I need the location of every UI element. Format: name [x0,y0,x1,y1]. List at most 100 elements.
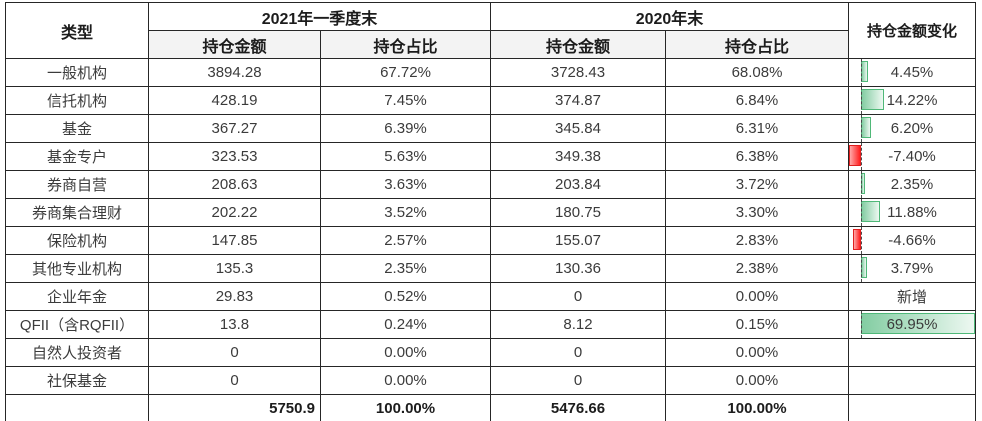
table-row: 其他专业机构 135.3 2.35% 130.36 2.38% 3.79% [5,254,976,283]
change-value-text: 69.95% [886,316,938,333]
change-cell: 14.22% [848,86,976,115]
ratio-2021-cell: 0.00% [320,366,491,395]
change-cell [848,366,976,395]
amount-2020-cell: 8.12 [490,310,666,339]
amount-2021-cell: 208.63 [148,170,321,199]
holdings-table: 类型 2021年一季度末 2020年末 持仓金额变化 持仓金额 持仓占比 持仓金… [5,2,976,421]
total-change [848,394,976,421]
databar-negative [853,229,862,250]
ratio-2020-cell: 0.15% [665,310,849,339]
amount-2020-cell: 3728.43 [490,58,666,87]
ratio-2021-cell: 2.57% [320,226,491,255]
databar-positive [861,117,872,138]
ratio-2021-cell: 7.45% [320,86,491,115]
col-header-period-2020: 2020年末 [490,2,849,31]
databar-zero-axis [861,311,863,338]
amount-2021-cell: 0 [148,338,321,367]
row-label: 社保基金 [5,366,149,395]
table-row: 保险机构 147.85 2.57% 155.07 2.83% -4.66% [5,226,976,255]
databar-positive [861,61,869,82]
change-cell [848,338,976,367]
amount-2020-cell: 345.84 [490,114,666,143]
row-label: 基金 [5,114,149,143]
change-value-text: 2.35% [890,176,934,193]
databar-negative [849,145,862,166]
ratio-2020-cell: 0.00% [665,338,849,367]
change-value-text: 4.45% [890,64,934,81]
total-amount-2021: 5750.9 [148,394,321,421]
row-label: 企业年金 [5,282,149,311]
row-label: 信托机构 [5,86,149,115]
amount-2021-cell: 323.53 [148,142,321,171]
amount-2021-cell: 147.85 [148,226,321,255]
databar-zero-axis [861,227,863,254]
amount-2021-cell: 29.83 [148,282,321,311]
amount-2021-cell: 0 [148,366,321,395]
databar-positive [861,201,881,222]
change-cell: 新增 [848,282,976,311]
change-value-text: -7.40% [888,148,936,165]
change-cell: 11.88% [848,198,976,227]
change-cell: -4.66% [848,226,976,255]
ratio-2021-cell: 3.63% [320,170,491,199]
total-row: 5750.9 100.00% 5476.66 100.00% [5,394,976,421]
table-row: 企业年金 29.83 0.52% 0 0.00% 新增 [5,282,976,311]
ratio-2021-cell: 5.63% [320,142,491,171]
col-header-period-2021: 2021年一季度末 [148,2,491,31]
databar-positive [861,89,885,110]
table-row: 一般机构 3894.28 67.72% 3728.43 68.08% 4.45% [5,58,976,87]
ratio-2021-cell: 0.52% [320,282,491,311]
row-label: 一般机构 [5,58,149,87]
change-cell: 3.79% [848,254,976,283]
ratio-2020-cell: 6.84% [665,86,849,115]
table-row: 券商自营 208.63 3.63% 203.84 3.72% 2.35% [5,170,976,199]
amount-2020-cell: 155.07 [490,226,666,255]
row-label: 保险机构 [5,226,149,255]
amount-2021-cell: 3894.28 [148,58,321,87]
sub-header-row: 持仓金额 持仓占比 持仓金额 持仓占比 [6,30,976,59]
amount-2020-cell: 180.75 [490,198,666,227]
databar-zero-axis [861,143,863,170]
ratio-2021-cell: 0.00% [320,338,491,367]
databar-zero-axis [861,171,863,198]
amount-2021-cell: 202.22 [148,198,321,227]
row-label: 券商集合理财 [5,198,149,227]
table-row: 社保基金 0 0.00% 0 0.00% [5,366,976,395]
ratio-2020-cell: 3.72% [665,170,849,199]
change-value-text: 11.88% [887,204,937,221]
ratio-2020-cell: 2.83% [665,226,849,255]
table-body: 一般机构 3894.28 67.72% 3728.43 68.08% 4.45% 信托机构 4… [5,58,976,421]
ratio-2021-cell: 67.72% [320,58,491,87]
row-label: 基金专户 [5,142,149,171]
amount-2020-cell: 0 [490,366,666,395]
amount-2021-cell: 428.19 [148,86,321,115]
databar-zero-axis [861,87,863,114]
amount-2021-cell: 13.8 [148,310,321,339]
change-value-text: 新增 [896,289,927,306]
ratio-2020-cell: 3.30% [665,198,849,227]
amount-2020-cell: 0 [490,338,666,367]
col-header-ratio-2021: 持仓占比 [320,30,491,59]
change-value-text: 3.79% [890,260,934,277]
row-label: 券商自营 [5,170,149,199]
ratio-2021-cell: 6.39% [320,114,491,143]
amount-2021-cell: 367.27 [148,114,321,143]
table-row: 自然人投资者 0 0.00% 0 0.00% [5,338,976,367]
total-ratio-2020: 100.00% [665,394,849,421]
total-amount-2020: 5476.66 [490,394,666,421]
amount-2021-cell: 135.3 [148,254,321,283]
ratio-2021-cell: 2.35% [320,254,491,283]
col-header-change: 持仓金额变化 [848,2,976,59]
col-header-amount-2020: 持仓金额 [490,30,666,59]
amount-2020-cell: 130.36 [490,254,666,283]
row-label: 自然人投资者 [5,338,149,367]
row-label: 其他专业机构 [5,254,149,283]
amount-2020-cell: 203.84 [490,170,666,199]
databar-zero-axis [861,255,863,282]
change-cell: 4.45% [848,58,976,87]
ratio-2020-cell: 6.31% [665,114,849,143]
row-label: QFII（含RQFII） [5,310,149,339]
group-header-row: 类型 2021年一季度末 2020年末 持仓金额变化 [5,2,976,59]
table-row: 信托机构 428.19 7.45% 374.87 6.84% 14.22% [5,86,976,115]
change-cell: -7.40% [848,142,976,171]
